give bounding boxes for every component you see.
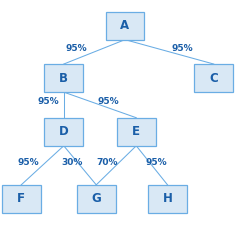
Text: A: A (120, 19, 130, 32)
Text: E: E (132, 125, 140, 138)
FancyBboxPatch shape (44, 118, 83, 146)
Text: 95%: 95% (38, 97, 60, 106)
FancyBboxPatch shape (106, 11, 144, 40)
Text: 95%: 95% (146, 158, 167, 167)
Text: 95%: 95% (66, 44, 87, 53)
FancyBboxPatch shape (148, 185, 187, 213)
Text: 70%: 70% (97, 158, 118, 167)
Text: 95%: 95% (172, 44, 193, 53)
Text: H: H (162, 192, 172, 205)
FancyBboxPatch shape (77, 185, 116, 213)
FancyBboxPatch shape (194, 64, 233, 92)
Text: 95%: 95% (18, 158, 40, 167)
Text: G: G (92, 192, 101, 205)
Text: 95%: 95% (98, 97, 120, 106)
Text: C: C (210, 71, 218, 85)
FancyBboxPatch shape (2, 185, 40, 213)
Text: 30%: 30% (62, 158, 83, 167)
Text: F: F (17, 192, 25, 205)
FancyBboxPatch shape (117, 118, 156, 146)
Text: D: D (59, 125, 69, 138)
Text: B: B (59, 71, 68, 85)
FancyBboxPatch shape (44, 64, 83, 92)
